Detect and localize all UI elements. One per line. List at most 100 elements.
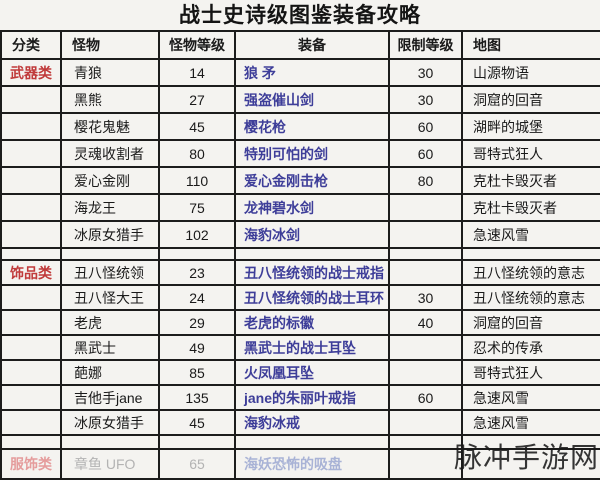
cell-monster: 吉他手jane bbox=[60, 384, 160, 411]
cell-map: 克杜卡毁灭者 bbox=[461, 166, 600, 195]
cell-monster: 丑八怪大王 bbox=[60, 284, 160, 311]
table-row: 葩娜 85 火凤凰耳坠 哥特式狂人 bbox=[0, 359, 600, 386]
header-row: 分类 怪物 怪物等级 装备 限制等级 地图 bbox=[0, 30, 600, 60]
cell-map: 哥特式狂人 bbox=[461, 359, 600, 386]
cell-equipment: 龙神碧水剑 bbox=[234, 193, 390, 222]
cell-category bbox=[0, 334, 62, 361]
cell-equipment: 海豹冰戒 bbox=[234, 409, 390, 436]
cell-monster-level: 45 bbox=[158, 112, 236, 141]
cell-monster-level: 45 bbox=[158, 409, 236, 436]
cell-category bbox=[0, 284, 62, 311]
cell-category bbox=[0, 409, 62, 436]
cell-equipment: 火凤凰耳坠 bbox=[234, 359, 390, 386]
table-row: 冰原女猎手 102 海豹冰剑 急速风雪 bbox=[0, 220, 600, 249]
table-row: 老虎 29 老虎的标徽 40 洞窟的回音 bbox=[0, 309, 600, 336]
cell-equipment: 丑八怪统领的战士耳环 bbox=[234, 284, 390, 311]
cell-monster-level: 23 bbox=[158, 259, 236, 286]
cell-map: 丑八怪统领的意志 bbox=[461, 259, 600, 286]
cell-category bbox=[0, 139, 62, 168]
cell-monster-level: 110 bbox=[158, 166, 236, 195]
cell-limit-level: 60 bbox=[388, 139, 463, 168]
cell-limit-level: 30 bbox=[388, 85, 463, 114]
header-cell: 地图 bbox=[461, 30, 600, 60]
cell-monster-level: 65 bbox=[158, 448, 236, 480]
cell-limit-level bbox=[388, 220, 463, 249]
cell-limit-level bbox=[388, 247, 463, 261]
spacer-row bbox=[0, 247, 600, 261]
cell-equipment: 特别可怕的剑 bbox=[234, 139, 390, 168]
spacer-row bbox=[0, 434, 600, 450]
table-row: 武器类 青狼 14 狼 矛 30 山源物语 bbox=[0, 58, 600, 87]
cell-map bbox=[461, 247, 600, 261]
cell-monster: 丑八怪统领 bbox=[60, 259, 160, 286]
cell-equipment: 老虎的标徽 bbox=[234, 309, 390, 336]
cell-limit-level bbox=[388, 259, 463, 286]
cell-monster-level: 102 bbox=[158, 220, 236, 249]
cell-monster-level: 80 bbox=[158, 139, 236, 168]
cell-monster: 黑熊 bbox=[60, 85, 160, 114]
cell-equipment: 爱心金刚击枪 bbox=[234, 166, 390, 195]
cell-category: 服饰类 bbox=[0, 448, 62, 480]
cell-monster-level: 24 bbox=[158, 284, 236, 311]
header-cell: 怪物 bbox=[60, 30, 160, 60]
table-body: 武器类 青狼 14 狼 矛 30 山源物语 黑熊 27 强盗催山剑 30 洞窟的回音 樱花鬼魅 45 樱花… bbox=[0, 58, 600, 480]
cell-limit-level bbox=[388, 448, 463, 480]
cell-monster: 冰原女猎手 bbox=[60, 409, 160, 436]
cell-map: 哥特式狂人 bbox=[461, 139, 600, 168]
header-cell: 限制等级 bbox=[388, 30, 463, 60]
cell-monster: 樱花鬼魅 bbox=[60, 112, 160, 141]
cell-limit-level bbox=[388, 359, 463, 386]
cell-map: 山源物语 bbox=[461, 58, 600, 87]
header-cell: 分类 bbox=[0, 30, 62, 60]
cell-equipment: 海妖恐怖的吸盘 bbox=[234, 448, 390, 480]
cell-monster: 爱心金刚 bbox=[60, 166, 160, 195]
cell-limit-level bbox=[388, 434, 463, 450]
cell-map: 丑八怪统领的意志 bbox=[461, 284, 600, 311]
cell-category bbox=[0, 309, 62, 336]
cell-monster-level: 49 bbox=[158, 334, 236, 361]
cell-map: 洞窟的回音 bbox=[461, 85, 600, 114]
cell-monster: 老虎 bbox=[60, 309, 160, 336]
cell-limit-level: 30 bbox=[388, 58, 463, 87]
watermark: 脉冲手游网 bbox=[453, 442, 599, 473]
cell-category bbox=[0, 384, 62, 411]
cell-monster: 海龙王 bbox=[60, 193, 160, 222]
cell-equipment: 海豹冰剑 bbox=[234, 220, 390, 249]
cell-monster bbox=[60, 247, 160, 261]
cell-limit-level: 60 bbox=[388, 384, 463, 411]
table-row: 服饰类 章鱼 UFO 65 海妖恐怖的吸盘 bbox=[0, 448, 600, 480]
cell-monster bbox=[60, 434, 160, 450]
cell-limit-level: 40 bbox=[388, 309, 463, 336]
cell-equipment: 樱花枪 bbox=[234, 112, 390, 141]
header-cell: 怪物等级 bbox=[158, 30, 236, 60]
cell-category bbox=[0, 166, 62, 195]
cell-equipment bbox=[234, 434, 390, 450]
cell-limit-level: 80 bbox=[388, 166, 463, 195]
table-row: 爱心金刚 110 爱心金刚击枪 80 克杜卡毁灭者 bbox=[0, 166, 600, 195]
cell-equipment: 强盗催山剑 bbox=[234, 85, 390, 114]
table-row: 樱花鬼魅 45 樱花枪 60 湖畔的城堡 bbox=[0, 112, 600, 141]
cell-equipment: 黑武士的战士耳坠 bbox=[234, 334, 390, 361]
page-title: 战士史诗级图鉴装备攻略 bbox=[179, 4, 421, 27]
cell-limit-level bbox=[388, 193, 463, 222]
cell-monster: 葩娜 bbox=[60, 359, 160, 386]
table-row: 灵魂收割者 80 特别可怕的剑 60 哥特式狂人 bbox=[0, 139, 600, 168]
cell-monster-level: 29 bbox=[158, 309, 236, 336]
cell-monster: 黑武士 bbox=[60, 334, 160, 361]
cell-category bbox=[0, 359, 62, 386]
cell-monster-level: 75 bbox=[158, 193, 236, 222]
cell-monster: 灵魂收割者 bbox=[60, 139, 160, 168]
cell-limit-level bbox=[388, 409, 463, 436]
header-cell: 装备 bbox=[234, 30, 390, 60]
cell-map: 克杜卡毁灭者 bbox=[461, 193, 600, 222]
cell-monster-level: 27 bbox=[158, 85, 236, 114]
cell-monster-level: 14 bbox=[158, 58, 236, 87]
cell-map: 洞窟的回音 bbox=[461, 309, 600, 336]
cell-category bbox=[0, 85, 62, 114]
equipment-table: 分类 怪物 怪物等级 装备 限制等级 地图 武器类 青狼 14 狼 矛 30 山源物语 黑熊 27 强盗催… bbox=[0, 30, 600, 480]
cell-equipment: jane的朱丽叶戒指 bbox=[234, 384, 390, 411]
cell-monster-level: 85 bbox=[158, 359, 236, 386]
cell-map: 急速风雪 bbox=[461, 220, 600, 249]
cell-limit-level: 60 bbox=[388, 112, 463, 141]
cell-map: 忍术的传承 bbox=[461, 334, 600, 361]
